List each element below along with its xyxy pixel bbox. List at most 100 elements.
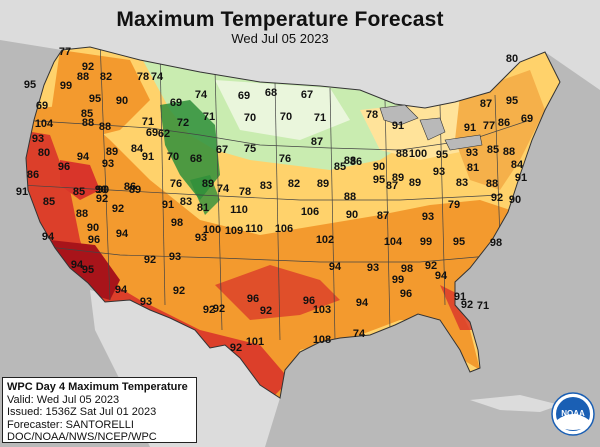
temperature-value: 67 — [216, 144, 228, 156]
temperature-value: 85 — [43, 196, 55, 208]
temperature-value: 88 — [396, 148, 408, 160]
temperature-value: 94 — [356, 297, 369, 309]
temperature-value: 70 — [280, 111, 292, 123]
temperature-value: 96 — [58, 161, 70, 173]
temperature-value: 99 — [420, 236, 432, 248]
temperature-value: 103 — [313, 304, 331, 316]
temperature-value: 88 — [486, 178, 498, 190]
temperature-value: 85 — [73, 186, 85, 198]
temperature-value: 96 — [303, 295, 315, 307]
temperature-value: 95 — [436, 149, 448, 161]
temperature-value: 96 — [88, 234, 100, 246]
temperature-value: 96 — [247, 293, 259, 305]
temperature-value: 89 — [317, 178, 329, 190]
product-name: WPC Day 4 Maximum Temperature — [7, 381, 188, 393]
temperature-value: 91 — [454, 291, 466, 303]
temperature-value: 102 — [316, 234, 334, 246]
temperature-value: 69 — [521, 113, 533, 125]
great-lakes — [379, 104, 483, 151]
temperature-value: 80 — [38, 147, 50, 159]
temperature-value: 92 — [425, 260, 437, 272]
temperature-value: 78 — [366, 109, 378, 121]
temperature-value: 88 — [77, 71, 89, 83]
temperature-value: 98 — [401, 263, 413, 275]
us-outline — [25, 46, 561, 399]
temperature-value: 93 — [102, 158, 114, 170]
temperature-value: 106 — [275, 223, 293, 235]
temperature-value: 84 — [511, 159, 524, 171]
temperature-value: 92 — [230, 342, 242, 354]
temperature-value: 69 — [238, 90, 250, 102]
temperature-value: 87 — [386, 180, 398, 192]
temperature-value: 85 — [334, 161, 346, 173]
temperature-value: 91 — [162, 199, 174, 211]
temperature-value: 90 — [373, 161, 385, 173]
forecast-info-box: WPC Day 4 Maximum Temperature Valid: Wed… — [2, 377, 197, 443]
temperature-value: 94 — [77, 151, 90, 163]
temperature-value: 83 — [180, 196, 192, 208]
temperature-value: 91 — [16, 186, 28, 198]
temperature-value: 108 — [313, 334, 331, 346]
temperature-value: 94 — [42, 231, 55, 243]
temperature-value: 71 — [477, 300, 489, 312]
temperature-value: 69 — [146, 127, 158, 139]
temperature-value: 110 — [230, 204, 248, 216]
temperature-value: 74 — [353, 328, 366, 340]
temperature-value: 74 — [195, 89, 208, 101]
temperature-value: 87 — [480, 98, 492, 110]
temperature-value: 93 — [140, 296, 152, 308]
temperature-value: 89 — [392, 172, 404, 184]
temperature-value: 99 — [60, 80, 72, 92]
temperature-value: 93 — [367, 262, 379, 274]
temperature-value: 86 — [27, 169, 39, 181]
temperature-value: 81 — [197, 202, 209, 214]
temperature-value: 95 — [82, 264, 94, 276]
temperature-value: 68 — [190, 153, 202, 165]
temperature-value: 100 — [409, 148, 427, 160]
temperature-value: 92 — [491, 192, 503, 204]
temperature-value: 94 — [71, 259, 84, 271]
temperature-value: 99 — [392, 274, 404, 286]
temperature-value: 91 — [392, 120, 404, 132]
temperature-value: 76 — [279, 153, 291, 165]
temperature-value: 77 — [483, 120, 495, 132]
temperature-value: 90 — [346, 209, 358, 221]
temperature-value: 89 — [106, 146, 118, 158]
noaa-logo-text: NOAA — [561, 409, 585, 418]
temperature-value: 85 — [81, 108, 93, 120]
map-title: Maximum Temperature Forecast — [116, 8, 444, 31]
temperature-value: 92 — [82, 61, 94, 73]
temperature-value: 62 — [158, 128, 170, 140]
temperature-value: 80 — [506, 53, 518, 65]
temperature-value: 76 — [170, 178, 182, 190]
temperature-value: 88 — [503, 146, 515, 158]
temperature-value: 83 — [344, 155, 356, 167]
temperature-value: 94 — [115, 284, 128, 296]
temperature-value: 74 — [217, 183, 230, 195]
temperature-value: 90 — [509, 194, 521, 206]
temperature-value: 95 — [506, 95, 518, 107]
forecaster-name: Forecaster: SANTORELLI — [7, 418, 134, 431]
temperature-value: 93 — [433, 166, 445, 178]
valid-date: Valid: Wed Jul 05 2023 — [7, 393, 120, 406]
temperature-value: 88 — [99, 121, 111, 133]
temperature-value: 89 — [202, 178, 214, 190]
temperature-value: 92 — [112, 203, 124, 215]
temperature-value: 88 — [82, 117, 94, 129]
temperature-value: 71 — [142, 116, 154, 128]
temperature-value: 77 — [59, 46, 71, 58]
temperature-value: 90 — [116, 95, 128, 107]
temperature-value: 92 — [213, 303, 225, 315]
canada-land — [0, 0, 600, 108]
temperature-value: 90 — [95, 184, 107, 196]
temperature-value: 88 — [344, 191, 356, 203]
temperature-value: 92 — [203, 304, 215, 316]
temperature-value: 86 — [124, 181, 136, 193]
temperature-value: 104 — [35, 118, 54, 130]
temperature-value: 75 — [244, 143, 256, 155]
temperature-value: 68 — [265, 87, 277, 99]
temperature-value: 98 — [490, 237, 502, 249]
